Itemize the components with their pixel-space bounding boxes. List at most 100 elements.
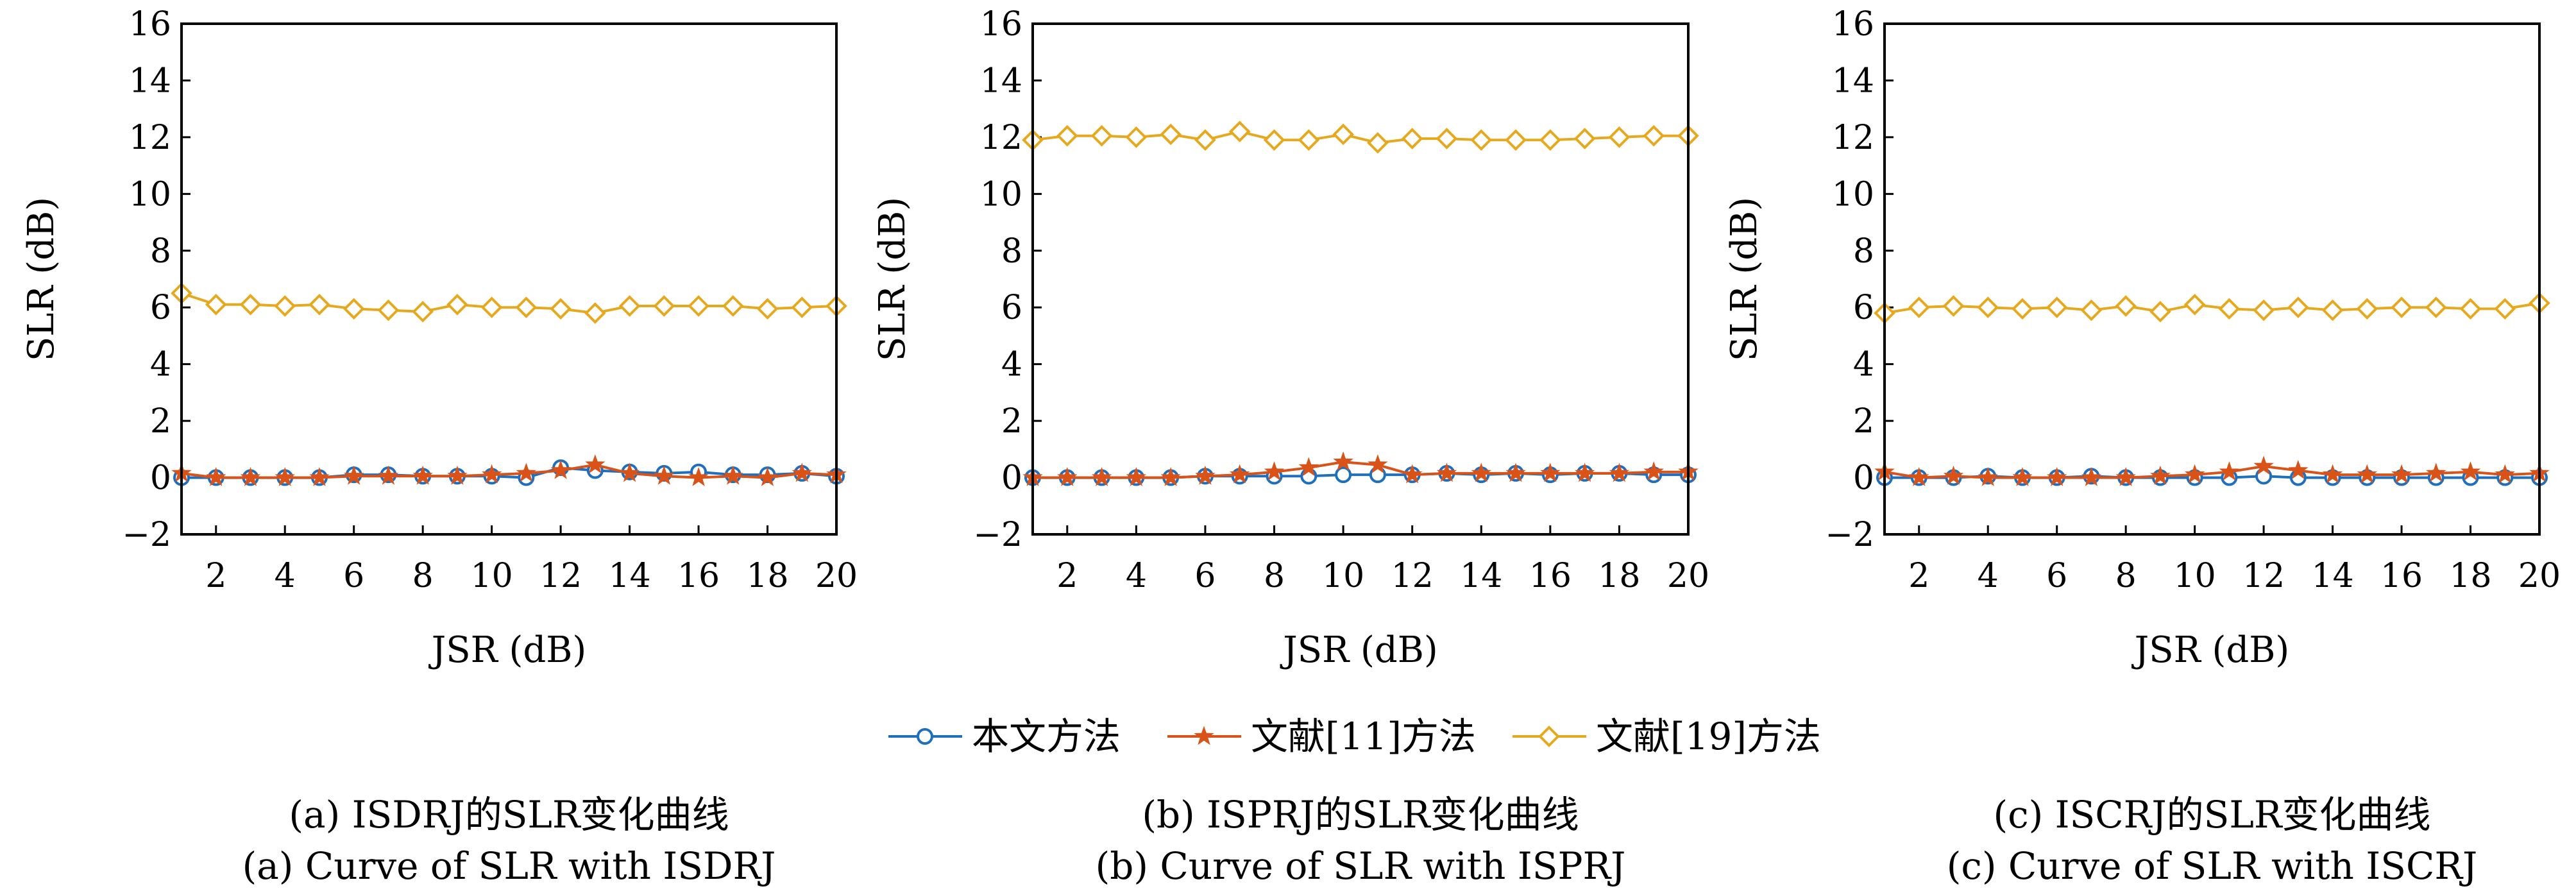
data-point-marker	[1091, 467, 1112, 486]
legend-marker	[1194, 726, 1214, 745]
data-point-marker	[792, 462, 812, 482]
series-2	[1874, 455, 2550, 486]
x-tick-label: 20	[2518, 557, 2561, 595]
y-tick-label: 12	[1832, 119, 1874, 157]
data-point-marker	[2391, 296, 2412, 319]
data-point-marker	[1402, 464, 1423, 484]
y-tick-label: 0	[1853, 459, 1874, 498]
y-tick-label: 16	[129, 5, 171, 44]
x-tick-label: 4	[1126, 557, 1147, 595]
y-tick-label: 16	[1832, 5, 1874, 44]
y-axis-label: SLR (dB)	[872, 197, 913, 361]
plot-frame	[1031, 22, 1690, 536]
data-point-marker	[756, 298, 779, 320]
series-2	[1022, 451, 1699, 486]
series-1	[1024, 464, 1697, 486]
y-tick-label: 10	[1832, 175, 1874, 214]
legend-label: 文献[11]方法	[1251, 715, 1476, 758]
x-tick-label: 18	[1598, 557, 1640, 595]
data-point-marker	[2253, 455, 2274, 475]
x-tick-label: 4	[1978, 557, 1999, 595]
caption-chinese: (b) ISPRJ的SLR变化曲线	[1142, 793, 1579, 836]
data-point-marker	[1908, 296, 1930, 319]
data-point-marker	[2115, 467, 2136, 486]
y-tick-label: 10	[980, 175, 1022, 214]
data-point-marker	[2356, 298, 2378, 320]
data-point-marker	[1909, 467, 1929, 486]
x-tick-label: 14	[608, 557, 650, 595]
x-tick-label: 14	[2311, 557, 2353, 595]
data-point-marker	[1160, 467, 1181, 486]
data-point-marker	[1643, 124, 1665, 147]
data-point-marker	[688, 295, 709, 317]
x-axis-label: JSR (dB)	[1280, 629, 1437, 671]
data-point-marker	[1943, 465, 1964, 485]
x-tick-label: 2	[1908, 557, 1929, 595]
y-tick-label: 2	[1853, 402, 1874, 441]
x-tick-label: 6	[2046, 557, 2067, 595]
data-point-marker	[584, 302, 606, 324]
data-point-marker	[480, 296, 503, 319]
x-tick-label: 12	[539, 557, 582, 595]
caption-english: (a) Curve of SLR with ISDRJ	[242, 844, 776, 888]
y-tick-label: 6	[1001, 289, 1022, 327]
data-point-marker	[723, 465, 743, 485]
data-point-marker	[2357, 464, 2378, 484]
data-point-marker	[1573, 128, 1596, 149]
data-point-marker	[309, 293, 330, 316]
data-point-marker	[2460, 461, 2481, 481]
plot-frame	[1883, 22, 2541, 536]
x-tick-label: 6	[343, 557, 364, 595]
caption-english: (c) Curve of SLR with ISCRJ	[1947, 844, 2478, 888]
series-3	[1874, 292, 2550, 324]
x-tick-label: 20	[1667, 557, 1709, 595]
data-point-marker	[481, 464, 502, 484]
data-point-marker	[2391, 464, 2412, 484]
data-point-marker	[2012, 467, 2033, 486]
data-point-marker	[1194, 129, 1216, 151]
data-point-marker	[1195, 465, 1216, 485]
series-2	[171, 454, 847, 486]
y-tick-label: 8	[150, 232, 171, 271]
data-point-marker	[2321, 299, 2344, 321]
data-point-marker	[343, 298, 365, 320]
y-tick-label: −2	[122, 516, 171, 554]
data-point-marker	[516, 462, 537, 482]
x-tick-label: 10	[471, 557, 513, 595]
series-3	[171, 282, 847, 324]
y-tick-label: 0	[1001, 459, 1022, 498]
legend-marker	[917, 728, 933, 745]
x-tick-label: 12	[1391, 557, 1434, 595]
x-tick-label: 18	[2449, 557, 2491, 595]
y-tick-label: 4	[1853, 346, 1874, 384]
data-point-marker	[2287, 296, 2309, 319]
data-point-marker	[1401, 128, 1423, 149]
data-point-marker	[2218, 298, 2241, 320]
data-point-marker	[2150, 465, 2171, 485]
data-point-marker	[1977, 296, 1999, 319]
data-point-marker	[446, 293, 468, 316]
data-point-marker	[1332, 123, 1354, 146]
data-point-marker	[585, 454, 606, 474]
plot-frame	[180, 22, 838, 536]
data-point-marker	[1230, 464, 1250, 484]
data-point-marker	[1978, 467, 1998, 486]
data-point-marker	[1436, 462, 1457, 482]
data-point-marker	[2426, 462, 2446, 482]
data-point-marker	[722, 295, 744, 317]
x-tick-label: 14	[1460, 557, 1502, 595]
x-tick-label: 2	[1056, 557, 1078, 595]
data-point-marker	[1643, 461, 1664, 481]
data-point-marker	[515, 296, 538, 319]
data-point-marker	[412, 301, 434, 323]
y-tick-label: 12	[129, 119, 171, 157]
y-tick-label: 4	[1001, 346, 1022, 384]
data-point-marker	[343, 465, 364, 485]
x-tick-label: 16	[2380, 557, 2423, 595]
data-point-marker	[378, 465, 399, 485]
data-point-marker	[1608, 126, 1631, 148]
y-tick-label: 10	[129, 175, 171, 214]
caption-chinese: (c) ISCRJ的SLR变化曲线	[1993, 793, 2430, 836]
y-tick-label: 14	[980, 62, 1022, 100]
